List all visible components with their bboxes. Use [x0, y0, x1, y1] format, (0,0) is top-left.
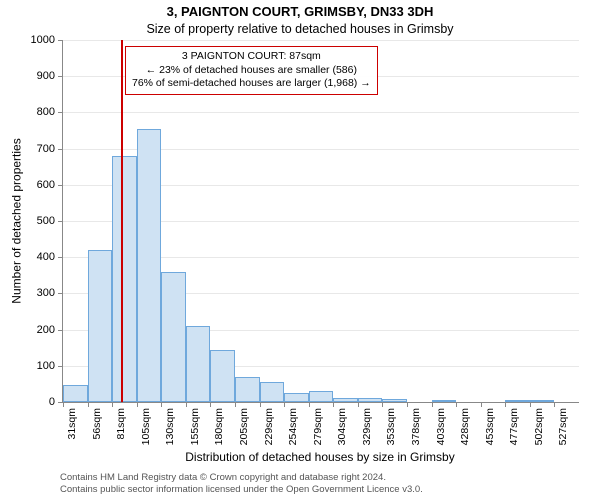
x-tick-label: 31sqm — [66, 408, 78, 440]
histogram-bar — [309, 391, 334, 402]
x-tick-label: 378sqm — [410, 408, 422, 445]
x-tick — [161, 402, 162, 407]
x-tick — [456, 402, 457, 407]
y-tick-label: 200 — [37, 324, 55, 336]
x-tick-label: 527sqm — [557, 408, 569, 445]
histogram-bar — [88, 250, 113, 402]
x-tick — [505, 402, 506, 407]
histogram-bar — [333, 398, 358, 402]
y-tick — [58, 76, 63, 77]
x-tick-label: 502sqm — [533, 408, 545, 445]
x-tick-label: 403sqm — [435, 408, 447, 445]
y-tick — [58, 40, 63, 41]
y-tick — [58, 112, 63, 113]
histogram-bar — [432, 400, 457, 402]
x-tick — [63, 402, 64, 407]
histogram-bar — [382, 399, 407, 402]
x-tick — [358, 402, 359, 407]
marker-line — [121, 40, 123, 402]
histogram-bar — [210, 350, 235, 402]
x-tick-label: 304sqm — [336, 408, 348, 445]
footer-line2: Contains public sector information licen… — [60, 484, 423, 496]
x-tick — [186, 402, 187, 407]
histogram-bar — [260, 382, 285, 402]
x-tick-label: 453sqm — [484, 408, 496, 445]
x-tick — [554, 402, 555, 407]
page-title-line1: 3, PAIGNTON COURT, GRIMSBY, DN33 3DH — [0, 4, 600, 19]
x-tick — [137, 402, 138, 407]
x-tick — [284, 402, 285, 407]
histogram-bar — [112, 156, 137, 402]
grid-line — [63, 112, 579, 113]
x-tick-label: 279sqm — [312, 408, 324, 445]
x-tick-label: 329sqm — [361, 408, 373, 445]
histogram-bar — [63, 385, 88, 402]
x-tick-label: 56sqm — [91, 408, 103, 440]
histogram-bar — [530, 400, 555, 402]
y-tick-label: 900 — [37, 70, 55, 82]
y-tick — [58, 185, 63, 186]
plot-area: 0100200300400500600700800900100031sqm56s… — [62, 40, 579, 403]
grid-line — [63, 40, 579, 41]
x-tick — [407, 402, 408, 407]
footer-attribution: Contains HM Land Registry data © Crown c… — [60, 472, 423, 496]
annotation-box: 3 PAIGNTON COURT: 87sqm← 23% of detached… — [125, 46, 378, 95]
x-tick-label: 180sqm — [213, 408, 225, 445]
x-tick-label: 254sqm — [287, 408, 299, 445]
y-axis-title: Number of detached properties — [10, 40, 24, 402]
x-tick-label: 229sqm — [263, 408, 275, 445]
x-tick-label: 105sqm — [140, 408, 152, 445]
y-tick-label: 700 — [37, 143, 55, 155]
histogram-bar — [505, 400, 530, 402]
histogram-bar — [137, 129, 162, 402]
x-tick-label: 353sqm — [385, 408, 397, 445]
y-tick — [58, 257, 63, 258]
histogram-bar — [161, 272, 186, 402]
x-tick — [333, 402, 334, 407]
x-tick — [432, 402, 433, 407]
y-tick-label: 400 — [37, 251, 55, 263]
x-tick — [210, 402, 211, 407]
footer-line1: Contains HM Land Registry data © Crown c… — [60, 472, 423, 484]
histogram-bar — [186, 326, 211, 402]
y-tick — [58, 366, 63, 367]
y-tick-label: 0 — [49, 396, 55, 408]
y-tick — [58, 149, 63, 150]
x-tick-label: 81sqm — [115, 408, 127, 440]
annotation-line: ← 23% of detached houses are smaller (58… — [132, 64, 371, 78]
x-tick-label: 155sqm — [189, 408, 201, 445]
y-tick — [58, 221, 63, 222]
y-tick — [58, 293, 63, 294]
x-tick — [481, 402, 482, 407]
x-tick — [309, 402, 310, 407]
x-tick — [235, 402, 236, 407]
y-tick-label: 100 — [37, 360, 55, 372]
x-tick-label: 205sqm — [238, 408, 250, 445]
x-axis-title: Distribution of detached houses by size … — [62, 450, 578, 464]
annotation-line: 76% of semi-detached houses are larger (… — [132, 77, 371, 91]
y-tick-label: 600 — [37, 179, 55, 191]
histogram-bar — [235, 377, 260, 402]
x-tick — [112, 402, 113, 407]
x-tick — [88, 402, 89, 407]
y-tick-label: 300 — [37, 287, 55, 299]
y-tick — [58, 330, 63, 331]
annotation-line: 3 PAIGNTON COURT: 87sqm — [132, 50, 371, 64]
y-tick-label: 800 — [37, 106, 55, 118]
y-tick-label: 500 — [37, 215, 55, 227]
x-tick-label: 130sqm — [164, 408, 176, 445]
x-tick-label: 477sqm — [508, 408, 520, 445]
y-tick-label: 1000 — [31, 34, 55, 46]
page-title-line2: Size of property relative to detached ho… — [0, 22, 600, 36]
x-tick — [260, 402, 261, 407]
chart-container: 3, PAIGNTON COURT, GRIMSBY, DN33 3DH Siz… — [0, 0, 600, 500]
x-tick-label: 428sqm — [459, 408, 471, 445]
x-tick — [530, 402, 531, 407]
histogram-bar — [358, 398, 383, 402]
histogram-bar — [284, 393, 309, 402]
x-tick — [382, 402, 383, 407]
